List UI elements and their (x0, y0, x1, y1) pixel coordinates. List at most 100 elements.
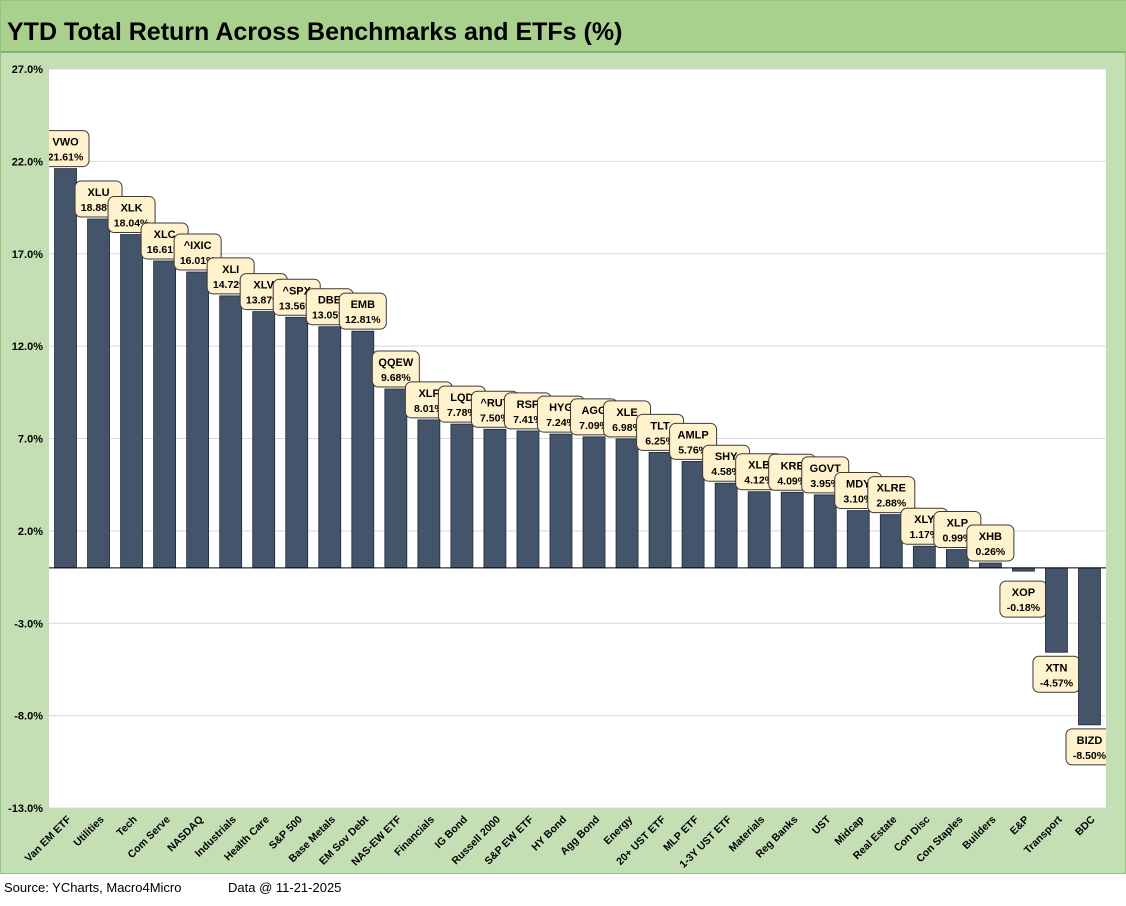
bar-IXIC (186, 271, 210, 569)
data-label-ticker: XLI (222, 264, 239, 276)
data-label-ticker: LQD (450, 392, 473, 404)
data-label-ticker: AGG (581, 405, 606, 417)
x-tick-label: NASDAQ (165, 814, 206, 855)
y-tick-label: 12.0% (12, 341, 43, 353)
x-tick-label: Utilities (71, 814, 106, 849)
data-label-ticker: KRE (781, 460, 804, 472)
x-tick-label: EM Sov Debt (317, 813, 371, 867)
x-tick-label: HY Bond (529, 814, 569, 854)
data-label-value: 7.41% (513, 414, 543, 426)
data-label-ticker: AMLP (678, 429, 709, 441)
data-label-ticker: RSP (517, 399, 540, 411)
data-label-value: 6.25% (645, 435, 675, 447)
data-label-ticker: TLT (650, 420, 670, 432)
x-tick-label: Con Disc (892, 814, 933, 855)
data-label-value: -0.18% (1007, 602, 1041, 614)
data-label-ticker: QQEW (378, 357, 413, 369)
data-label-ticker: BIZD (1077, 735, 1103, 747)
data-label-value: 9.68% (381, 372, 411, 384)
bar-SPX (285, 316, 309, 569)
data-label-ticker: ^IXIC (184, 240, 212, 252)
plot-area: VWO 21.61% XLU 18.88% XLK 18.04% XLC 16.61% ^IXI… (49, 69, 1106, 808)
data-label-BIZD: BIZD -8.50% (1065, 728, 1106, 766)
data-label-ticker: XLC (154, 229, 176, 241)
x-tick-label: Financials (392, 814, 437, 859)
data-label-ticker: VWO (52, 137, 79, 149)
data-label-value: 4.09% (777, 475, 807, 487)
data-label-XLK: XLK 18.04% (107, 196, 156, 234)
bar-BIZD (1078, 567, 1101, 726)
data-label-ticker: HYG (549, 402, 573, 414)
bar-XLK (120, 234, 143, 569)
x-tick-label: Energy (602, 814, 636, 848)
x-tick-label: IG Bond (433, 814, 470, 851)
data-label-ticker: XLV (253, 280, 274, 292)
bar-XLI (219, 295, 243, 569)
bar-XLV (252, 311, 276, 569)
data-label-value: 8.01% (414, 403, 444, 415)
bar-TLT (648, 451, 672, 569)
data-label-box (966, 524, 1015, 562)
data-label-box (371, 350, 420, 388)
bar-AMLP (681, 461, 705, 569)
x-tick-label: Reg Banks (753, 814, 800, 861)
data-label-ticker: SHY (715, 451, 738, 463)
data-date-note: Data @ 11-21-2025 (228, 880, 342, 895)
y-tick-label: 27.0% (12, 64, 43, 76)
data-label-value: 21.61% (49, 152, 84, 164)
bar-LQD (450, 423, 474, 569)
data-label-value: 3.10% (843, 494, 873, 506)
bar-QQEW (384, 388, 408, 569)
x-tick-label: Health Care (222, 814, 272, 864)
bar-AGG (582, 436, 606, 569)
data-label-box (107, 196, 156, 234)
data-label-ticker: XLU (88, 187, 110, 199)
data-label-ticker: ^RUT (480, 397, 509, 409)
data-label-ticker: XLRE (877, 483, 906, 495)
bar-RSP (516, 430, 540, 569)
bar-HYG (549, 433, 573, 569)
x-tick-label: MLP ETF (661, 813, 702, 854)
data-label-VWO: VWO 21.61% (49, 130, 90, 168)
data-label-value: 5.76% (678, 444, 708, 456)
y-tick-label: -8.0% (14, 711, 43, 723)
data-label-value: 4.58% (711, 466, 741, 478)
bar-VWO (54, 168, 77, 569)
x-tick-label: Van EM ETF (23, 813, 74, 864)
chart-title: YTD Total Return Across Benchmarks and E… (7, 18, 623, 46)
x-tick-label: Materials (727, 814, 768, 855)
bar-XLE (615, 438, 639, 569)
bar-XHB (978, 562, 1002, 569)
bar-GOVT (813, 494, 837, 569)
data-label-ticker: XLP (947, 518, 968, 530)
data-label-value: 3.95% (810, 478, 840, 490)
data-label-ticker: MDY (846, 479, 871, 491)
bar-MDY (846, 510, 870, 569)
data-label-value: 4.12% (744, 475, 774, 487)
x-tick-label: Agg Bond (558, 814, 602, 858)
x-tick-label: Industrials (193, 814, 239, 860)
x-tick-label: NAS-EW ETF (349, 813, 404, 868)
data-label-box (867, 476, 916, 514)
data-label-ticker: XLF (418, 388, 439, 400)
data-label-XTN: XTN -4.57% (1032, 655, 1081, 693)
data-label-value: 18.04% (114, 218, 150, 230)
x-tick-label: Real Estate (851, 814, 900, 863)
data-label-value: 0.99% (942, 533, 972, 545)
data-label-XLRE: XLRE 2.88% (867, 476, 916, 514)
x-tick-label: Con Staples (914, 814, 966, 866)
bar-XLF (417, 419, 441, 569)
x-tick-label: BDC (1073, 813, 1098, 838)
x-tick-label: Midcap (832, 814, 866, 848)
bar-XLC (153, 260, 177, 569)
data-label-EMB: EMB 12.81% (338, 292, 387, 330)
data-label-value: 2.88% (876, 498, 906, 510)
bar-XTN (1045, 567, 1068, 653)
bar-XLP (945, 549, 969, 569)
x-tick-label: Tech (114, 814, 139, 839)
data-label-ticker: XLE (616, 407, 637, 419)
bar-XLU (87, 218, 110, 569)
data-label-ticker: EMB (351, 299, 376, 311)
bar-XLRE (879, 514, 903, 569)
